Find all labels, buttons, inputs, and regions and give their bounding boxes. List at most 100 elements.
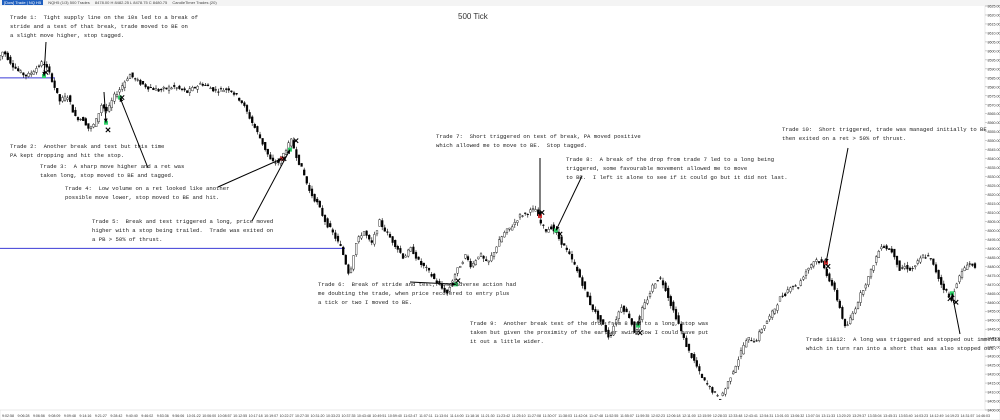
- candle-body: [586, 291, 589, 298]
- candle-body: [495, 246, 498, 253]
- candle-body: [768, 315, 771, 320]
- candle-body: [877, 251, 880, 258]
- time-tick-label: 12:43:41: [744, 414, 758, 418]
- price-tick-label: 8605.00: [988, 40, 1000, 44]
- candle-body: [732, 371, 735, 375]
- annotation-arrowhead: [103, 118, 108, 123]
- note-trade-5: Trade 5: Break and test triggered a long…: [92, 218, 274, 243]
- candle-body: [664, 282, 667, 291]
- candle-body: [331, 229, 334, 233]
- price-tick-label: 8475.00: [988, 274, 1000, 278]
- candle-body: [698, 366, 701, 372]
- time-tick-label: 14:31:57: [961, 414, 975, 418]
- candle-body: [971, 263, 974, 266]
- candle-body: [290, 138, 293, 147]
- candle-body: [388, 233, 392, 238]
- candle-body: [737, 359, 740, 367]
- candle-body: [776, 304, 779, 311]
- note-trade-7: Trade 7: Short triggered on test of brea…: [436, 133, 641, 149]
- candle-body: [329, 223, 332, 228]
- note-trade-6: Trade 6: Break of stride and test, some …: [318, 281, 517, 306]
- candle-body: [677, 315, 680, 324]
- candle-body: [797, 287, 800, 289]
- candle-body: [581, 277, 584, 286]
- price-tick-label: 8585.00: [988, 76, 1000, 80]
- time-tick-label: 10:49:51: [372, 414, 386, 418]
- price-tick-label: 8455.00: [988, 310, 1000, 314]
- candle-body: [511, 226, 514, 231]
- candle-body: [37, 65, 41, 67]
- candle-body: [869, 268, 873, 278]
- price-tick-label: 8465.00: [988, 292, 1000, 296]
- candle-body: [461, 262, 464, 264]
- time-tick-label: 12:54:31: [759, 414, 773, 418]
- candle-body: [607, 329, 610, 338]
- candle-body: [672, 301, 675, 311]
- candle-body: [326, 218, 329, 228]
- candle-body: [230, 90, 233, 93]
- candle-body: [347, 264, 350, 274]
- candle-body: [165, 87, 168, 90]
- candle-body: [196, 86, 199, 90]
- candle-body: [269, 154, 272, 160]
- candle-body: [875, 256, 878, 263]
- candle-body: [79, 118, 82, 121]
- time-tick-label: 9:56:06: [172, 414, 184, 418]
- time-tick-label: 12:33:48: [728, 414, 742, 418]
- price-axis: 8625.00 8620.00 8615.00 8610.00 8605.00 8600.…: [985, 5, 1000, 413]
- note-trade-4: Trade 4: Low volume on a ret looked like…: [65, 185, 230, 201]
- candle-body: [622, 305, 626, 312]
- candle-body: [378, 219, 381, 227]
- candle-body: [498, 239, 501, 247]
- time-tick-label: 11:55:07: [620, 414, 634, 418]
- price-tick-label: 8440.00: [988, 337, 1000, 341]
- candle-body: [214, 89, 217, 91]
- candle-body: [646, 299, 649, 304]
- instrument-label[interactable]: [Dow] Trade | NQ H5: [2, 0, 44, 5]
- candle-body: [248, 112, 251, 119]
- candle-body: [412, 246, 415, 255]
- price-tick-label: 8510.00: [988, 211, 1000, 215]
- time-tick-label: 9:28:42: [110, 414, 122, 418]
- trade-exit-marker: [557, 231, 563, 237]
- candle-body: [100, 105, 103, 114]
- candle-body: [648, 293, 652, 297]
- annotation-arrowhead: [277, 158, 282, 163]
- candle-body: [66, 97, 69, 100]
- note-trade-10: Trade 10: Short triggered, trade was man…: [782, 126, 987, 142]
- time-tick-label: 13:06:32: [790, 414, 804, 418]
- candle-body: [266, 148, 269, 155]
- candle-body: [396, 246, 399, 250]
- candle-body: [365, 230, 368, 236]
- candle-body: [674, 309, 678, 320]
- candle-body: [898, 260, 901, 271]
- toolbar-text: NQH5 (1/3) 500 Trades: [48, 0, 90, 5]
- time-tick-label: 11:13:04: [434, 414, 448, 418]
- candle-body: [620, 307, 623, 313]
- price-tick-label: 8490.00: [988, 247, 1000, 251]
- candle-body: [890, 248, 893, 253]
- candle-body: [726, 381, 730, 389]
- candle-body: [30, 72, 33, 75]
- candle-body: [19, 70, 22, 73]
- candle-body: [136, 79, 139, 81]
- time-tick-label: 11:23:42: [496, 414, 510, 418]
- time-tick-label: 9:46:02: [141, 414, 153, 418]
- candle-body: [149, 87, 152, 89]
- candle-body: [459, 266, 462, 268]
- candle-body: [204, 84, 207, 86]
- candle-body: [175, 87, 178, 89]
- candle-body: [427, 268, 431, 271]
- candle-body: [921, 254, 925, 259]
- note-trade-1: Trade 1: Tight supply line on the 10s le…: [10, 14, 198, 39]
- candle-body: [420, 261, 423, 265]
- candle-body: [300, 163, 303, 167]
- candle-body: [628, 313, 631, 318]
- candle-body: [799, 280, 802, 286]
- time-tick-label: 9:06:56: [33, 414, 45, 418]
- candle-body: [669, 296, 672, 307]
- time-tick-label: 9:09:48: [64, 414, 76, 418]
- candle-body: [110, 100, 113, 108]
- candle-body: [955, 283, 958, 289]
